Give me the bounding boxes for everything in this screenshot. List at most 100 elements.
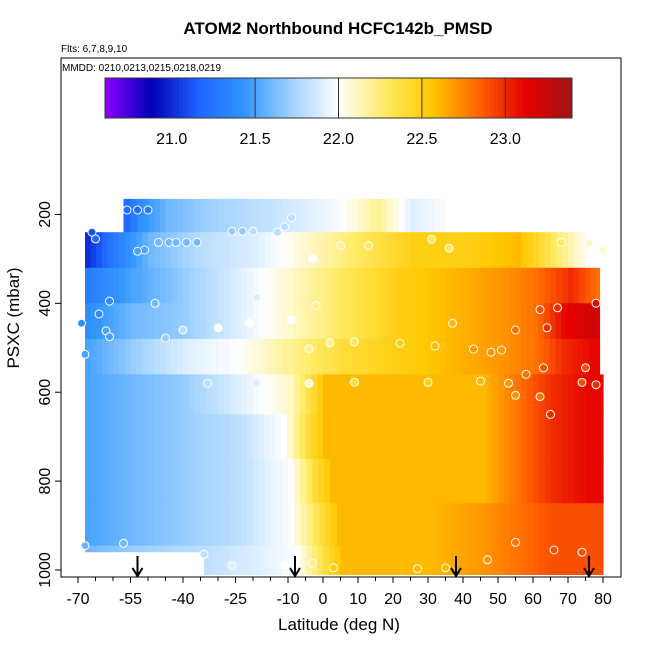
heat-cell: [90, 303, 97, 340]
heat-cell: [324, 458, 331, 504]
heat-cell: [352, 338, 359, 375]
heat-cell: [148, 232, 155, 269]
heat-cell: [509, 338, 517, 375]
heat-cell: [555, 303, 562, 340]
heat-cell: [503, 414, 511, 460]
heat-cell: [457, 458, 464, 504]
colorbar-swatch: [248, 78, 254, 118]
heat-cell: [474, 458, 482, 504]
heat-cell: [515, 267, 522, 304]
heat-cell: [148, 198, 155, 233]
y-axis: 200 400 600 800 1000: [37, 201, 61, 588]
heat-cell: [177, 458, 184, 504]
colorbar-swatch: [416, 78, 421, 118]
colorbar-swatch: [299, 78, 304, 118]
colorbar-swatch: [552, 78, 557, 118]
heat-cell: [498, 267, 505, 304]
heat-cell: [387, 267, 394, 304]
observation-point: [535, 305, 545, 315]
heat-cell: [404, 303, 412, 340]
heat-cell: [358, 458, 365, 504]
heat-cell: [288, 503, 295, 546]
colorbar-swatch: [178, 78, 184, 118]
observation-point: [423, 377, 433, 387]
observation-point: [539, 363, 548, 373]
heat-cell: [538, 303, 545, 340]
heat-cell: [253, 458, 260, 504]
heat-cell: [555, 338, 562, 375]
heat-cell: [457, 267, 464, 304]
observation-point: [350, 337, 359, 347]
heat-cell: [264, 232, 272, 269]
heat-cell: [311, 338, 318, 375]
heat-cell: [544, 232, 552, 269]
heat-cell: [317, 414, 324, 460]
heat-cell: [306, 503, 314, 546]
heat-cell: [457, 303, 464, 340]
heat-cell: [428, 267, 435, 304]
heat-cell: [276, 338, 283, 375]
heat-cell: [317, 338, 324, 375]
colorbar-swatch: [478, 78, 483, 118]
heat-cell: [223, 232, 231, 269]
colorbar-swatch: [295, 78, 301, 118]
heat-cell: [375, 198, 382, 233]
heat-cell: [159, 267, 167, 304]
heat-cell: [299, 338, 307, 375]
observation-point: [553, 303, 562, 313]
colorbar-swatch: [268, 78, 273, 118]
heat-cell: [579, 503, 587, 546]
heat-cell: [521, 503, 528, 546]
heat-cell: [561, 303, 568, 340]
heat-cell: [241, 545, 248, 575]
heat-cell: [218, 338, 225, 375]
colorbar-swatch: [392, 78, 398, 118]
observation-point: [591, 380, 601, 390]
heat-cell: [533, 303, 540, 340]
heat-cell: [579, 374, 587, 415]
heat-cell: [572, 338, 579, 375]
heat-cell: [445, 503, 452, 546]
observation-point: [469, 344, 478, 354]
profile-arrow: [289, 556, 301, 578]
heat-cell: [410, 303, 417, 340]
heat-cell: [235, 338, 242, 375]
heat-cell: [229, 458, 237, 504]
heat-cell: [521, 338, 528, 375]
heat-cell: [159, 414, 167, 460]
heat-cell: [393, 303, 400, 340]
heat-cell: [96, 374, 103, 415]
heat-cell: [282, 503, 289, 546]
heat-cell: [276, 303, 283, 340]
heat-cell: [538, 503, 546, 546]
heat-cell: [282, 303, 289, 340]
colorbar-swatch: [155, 78, 160, 118]
heat-cell: [235, 303, 242, 340]
heat-cell: [468, 267, 476, 304]
heat-cell: [223, 545, 231, 575]
heat-cell: [288, 338, 295, 375]
heat-cell: [583, 338, 590, 375]
heat-cell: [363, 303, 371, 340]
heat-cell: [509, 458, 517, 504]
heat-cell: [194, 303, 202, 340]
heat-cell: [96, 503, 103, 546]
colorbar-swatch: [354, 78, 359, 118]
chart-title: ATOM2 Northbound HCFC142b_PMSD: [183, 19, 492, 38]
heat-cell: [247, 545, 254, 575]
observation-point: [430, 341, 440, 351]
heat-cell: [293, 338, 301, 375]
heat-cell: [328, 267, 336, 304]
heat-cell: [340, 414, 347, 460]
colorbar-swatch: [105, 78, 110, 118]
observation-point: [171, 237, 181, 247]
heat-cell: [171, 458, 178, 504]
heat-cell: [113, 267, 120, 304]
colorbar-swatch: [560, 78, 565, 118]
heat-cell: [509, 545, 517, 575]
heat-cell: [474, 232, 482, 269]
heat-cell: [293, 414, 300, 460]
heat-cell: [433, 374, 441, 415]
heat-cell: [381, 303, 388, 340]
heat-cell: [171, 338, 178, 375]
